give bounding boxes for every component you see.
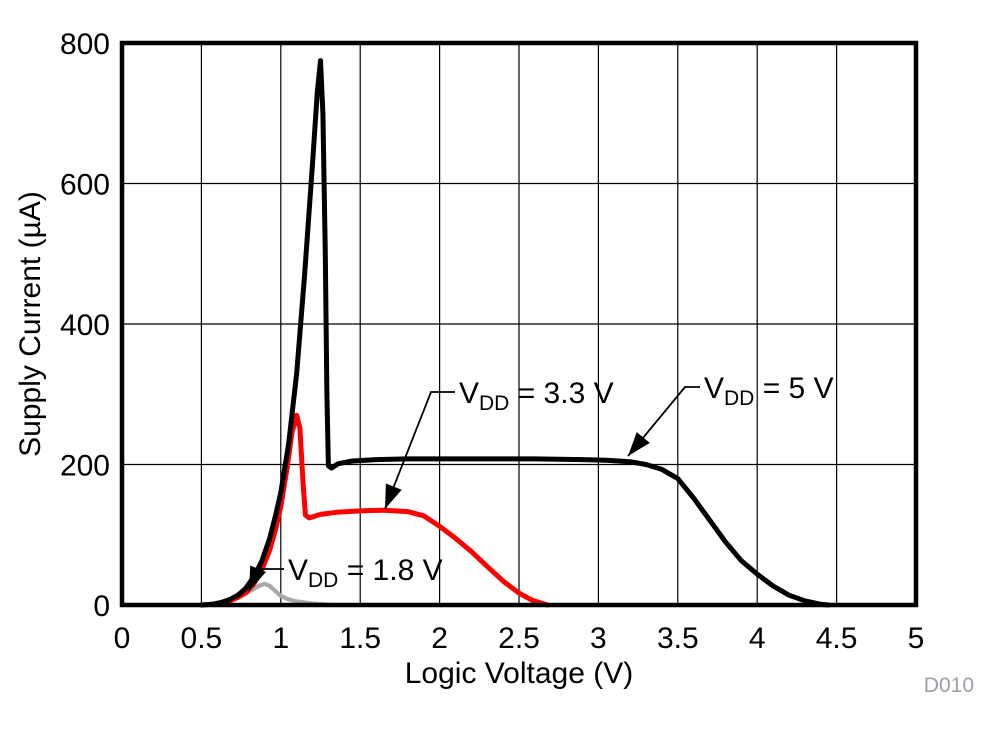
y-tick-label: 0 bbox=[93, 590, 110, 623]
x-tick-label: 1 bbox=[272, 622, 289, 655]
x-tick-label: 0 bbox=[114, 622, 131, 655]
annotation-label-vdd-5: VDD = 5 V bbox=[704, 372, 834, 410]
x-tick-label: 3.5 bbox=[657, 622, 699, 655]
curve-vdd-5 bbox=[198, 58, 832, 608]
x-tick-label: 4.5 bbox=[816, 622, 858, 655]
y-tick-label: 400 bbox=[60, 309, 110, 342]
annotation-arrow-vdd-3p3 bbox=[385, 483, 402, 509]
x-tick-label: 1.5 bbox=[339, 622, 381, 655]
annotation-arrow-vdd-1p8 bbox=[249, 565, 266, 591]
x-tick-label: 5 bbox=[908, 622, 925, 655]
x-axis-title: Logic Voltage (V) bbox=[405, 657, 633, 690]
y-tick-label: 600 bbox=[60, 169, 110, 202]
annotation-label-vdd-3p3: VDD = 3.3 V bbox=[459, 377, 614, 415]
annotation-label-vdd-1p8: VDD = 1.8 V bbox=[288, 554, 443, 592]
annotation-leader-vdd-5 bbox=[627, 386, 700, 457]
plot-frame bbox=[119, 40, 919, 608]
y-axis-title: Supply Current (µA) bbox=[14, 191, 47, 457]
annotation-arrow-vdd-5 bbox=[628, 432, 650, 456]
x-tick-label: 0.5 bbox=[181, 622, 223, 655]
x-tick-label: 2.5 bbox=[498, 622, 540, 655]
annotation-leader-vdd-3p3 bbox=[384, 391, 455, 510]
x-tick-label: 3 bbox=[590, 622, 607, 655]
y-tick-label: 800 bbox=[60, 28, 110, 61]
figure-code: D010 bbox=[923, 674, 974, 697]
x-tick-label: 2 bbox=[431, 622, 448, 655]
y-tick-label: 200 bbox=[60, 450, 110, 483]
curve-vdd-3p3 bbox=[198, 412, 551, 608]
x-tick-label: 4 bbox=[749, 622, 766, 655]
